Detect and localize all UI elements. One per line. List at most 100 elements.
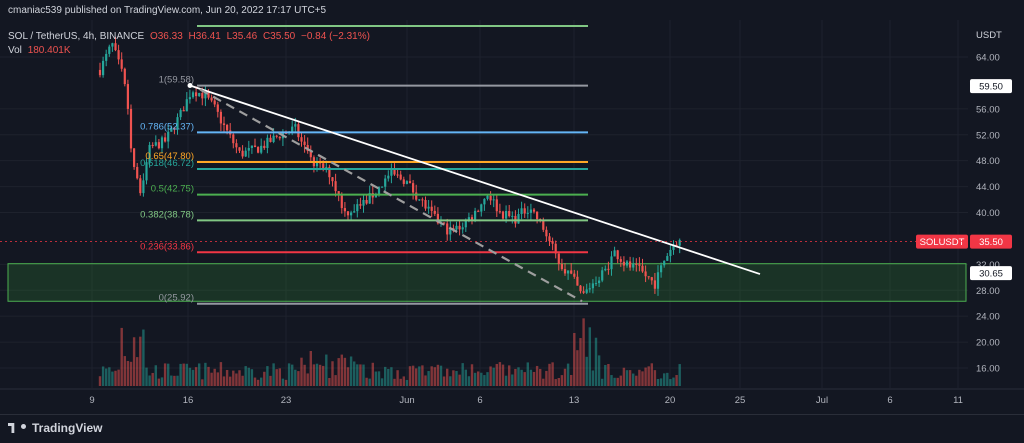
candle[interactable]: [675, 244, 678, 246]
candle[interactable]: [529, 209, 532, 213]
candle[interactable]: [467, 217, 470, 221]
candle[interactable]: [102, 60, 105, 76]
support-badge[interactable]: [970, 266, 1012, 281]
candle[interactable]: [160, 137, 164, 149]
candle[interactable]: [629, 261, 632, 268]
candle[interactable]: [415, 192, 418, 200]
candle[interactable]: [188, 97, 191, 100]
candle[interactable]: [253, 145, 257, 148]
candle[interactable]: [585, 289, 588, 293]
candle[interactable]: [356, 204, 359, 212]
candle[interactable]: [120, 59, 123, 69]
candle[interactable]: [151, 144, 154, 146]
candle[interactable]: [250, 145, 253, 148]
candle[interactable]: [443, 222, 446, 224]
support-zone[interactable]: [7, 263, 967, 302]
candle[interactable]: [501, 211, 505, 219]
candle[interactable]: [343, 208, 346, 212]
candle[interactable]: [449, 228, 452, 235]
candle[interactable]: [139, 178, 142, 194]
candle[interactable]: [505, 211, 508, 219]
candle[interactable]: [557, 253, 560, 264]
candle[interactable]: [362, 199, 365, 206]
candle[interactable]: [390, 169, 393, 176]
candle[interactable]: [216, 104, 219, 112]
candle[interactable]: [470, 217, 474, 220]
candle[interactable]: [123, 68, 126, 85]
candle[interactable]: [263, 145, 266, 149]
candle[interactable]: [486, 195, 489, 199]
candle[interactable]: [573, 273, 576, 277]
candle[interactable]: [644, 271, 647, 277]
candle[interactable]: [191, 92, 195, 98]
candle[interactable]: [570, 270, 573, 274]
candle[interactable]: [622, 261, 625, 266]
candle[interactable]: [346, 211, 350, 216]
candle[interactable]: [328, 167, 331, 178]
candle[interactable]: [213, 100, 216, 105]
candle[interactable]: [117, 50, 120, 60]
candle[interactable]: [126, 84, 129, 109]
candle[interactable]: [393, 169, 396, 175]
candle[interactable]: [322, 163, 325, 170]
candle[interactable]: [309, 150, 312, 158]
candle[interactable]: [297, 124, 300, 138]
candle[interactable]: [563, 269, 567, 274]
candle[interactable]: [594, 283, 598, 285]
candle[interactable]: [284, 132, 288, 134]
candle[interactable]: [526, 212, 529, 214]
candle[interactable]: [619, 259, 622, 262]
candle[interactable]: [418, 199, 421, 201]
candle[interactable]: [164, 137, 167, 142]
candle[interactable]: [446, 223, 449, 235]
candle[interactable]: [548, 236, 551, 242]
candle[interactable]: [412, 183, 415, 193]
candle[interactable]: [430, 206, 433, 211]
candle[interactable]: [421, 199, 424, 201]
candle[interactable]: [520, 208, 523, 214]
candle[interactable]: [660, 265, 663, 273]
candle[interactable]: [182, 110, 185, 112]
candle[interactable]: [604, 268, 607, 271]
candle[interactable]: [492, 199, 495, 201]
candle[interactable]: [201, 93, 204, 99]
candle[interactable]: [374, 194, 377, 198]
candle[interactable]: [408, 181, 412, 184]
candle[interactable]: [554, 243, 557, 254]
candle[interactable]: [275, 135, 278, 137]
candle[interactable]: [210, 97, 213, 101]
candle[interactable]: [185, 99, 188, 112]
candle[interactable]: [142, 180, 145, 194]
candle[interactable]: [480, 204, 483, 212]
candle[interactable]: [567, 270, 570, 274]
candle[interactable]: [108, 46, 111, 54]
candle[interactable]: [458, 225, 461, 230]
candle[interactable]: [647, 276, 650, 278]
candle[interactable]: [157, 142, 160, 149]
candle[interactable]: [424, 200, 427, 209]
symbol-badge[interactable]: [916, 234, 968, 249]
candle[interactable]: [613, 250, 616, 257]
candle[interactable]: [294, 124, 297, 127]
candle[interactable]: [625, 261, 629, 266]
candle[interactable]: [232, 134, 235, 144]
candle[interactable]: [474, 210, 477, 220]
candle[interactable]: [257, 147, 260, 153]
last-price-badge[interactable]: [970, 234, 1012, 249]
candle[interactable]: [235, 143, 238, 148]
candle[interactable]: [663, 260, 666, 266]
candle[interactable]: [340, 194, 343, 209]
candle[interactable]: [129, 108, 133, 149]
candle[interactable]: [455, 225, 458, 230]
candle[interactable]: [591, 283, 594, 289]
candle[interactable]: [226, 124, 229, 131]
candle[interactable]: [222, 123, 226, 125]
candle[interactable]: [368, 192, 371, 204]
candle[interactable]: [427, 206, 430, 209]
candle[interactable]: [111, 43, 114, 47]
candle[interactable]: [669, 249, 672, 257]
candle[interactable]: [511, 215, 514, 217]
candle[interactable]: [588, 288, 591, 290]
candle[interactable]: [195, 92, 198, 97]
candle[interactable]: [148, 144, 151, 163]
